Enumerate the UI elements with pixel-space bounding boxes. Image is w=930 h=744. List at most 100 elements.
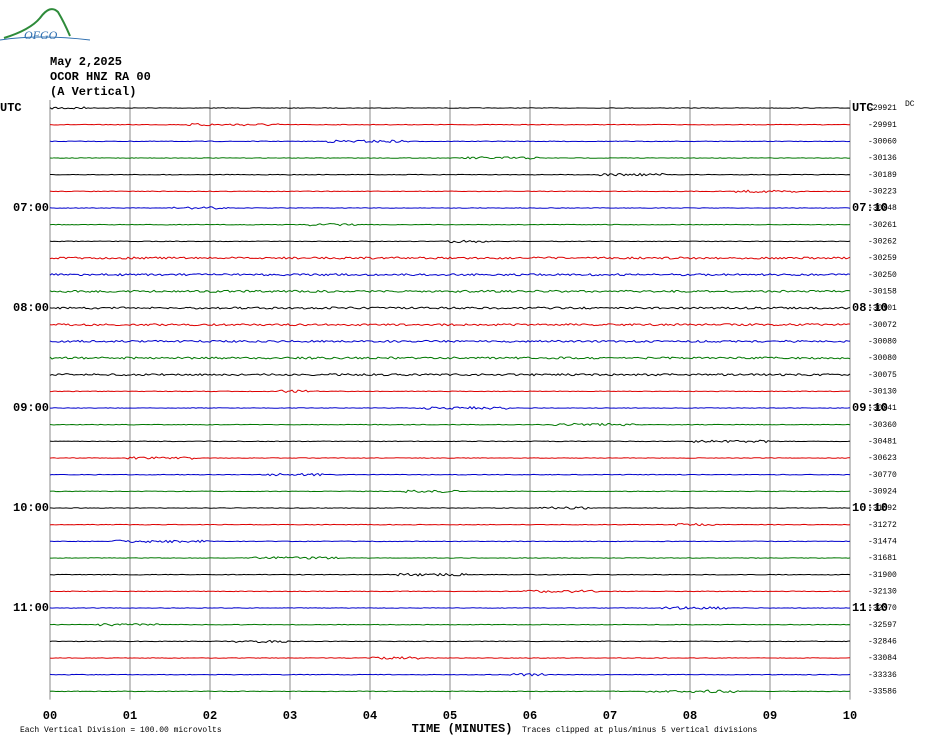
x-tick-label: 01: [123, 709, 137, 723]
station: OCOR HNZ RA 00: [50, 70, 151, 84]
trace-offset: -30080: [868, 354, 897, 363]
trace-offset: -29991: [868, 121, 897, 130]
trace: [49, 672, 851, 677]
left-time-label: 11:00: [13, 601, 49, 615]
trace-offset: -30241: [868, 404, 897, 413]
trace-offset: -30248: [868, 204, 897, 213]
left-time-label: 10:00: [13, 501, 49, 515]
trace-offset: -30360: [868, 421, 897, 430]
trace-offset: -29921: [868, 104, 897, 113]
logo: OFGO: [0, 8, 91, 42]
trace-offset: -30101: [868, 304, 897, 313]
trace-offset: -30262: [868, 237, 897, 246]
component: (A Vertical): [50, 85, 136, 99]
x-tick-label: 09: [763, 709, 777, 723]
trace-offset: -30770: [868, 471, 897, 480]
trace: [49, 639, 851, 644]
trace-offset: -30075: [868, 371, 897, 380]
trace: [49, 139, 851, 144]
trace-offset: -33084: [868, 654, 897, 663]
logo-mountain: [3, 8, 71, 39]
trace: [49, 689, 851, 694]
trace: [49, 522, 851, 527]
clip-note: Traces clipped at plus/minus 5 vertical …: [522, 726, 757, 735]
trace-offset: -31092: [868, 504, 897, 513]
left-time-label: UTC: [0, 101, 22, 115]
x-tick-label: 06: [523, 709, 537, 723]
trace: [49, 289, 851, 293]
trace-offset: -30481: [868, 437, 897, 446]
trace: [49, 122, 851, 127]
trace-offset: -30189: [868, 171, 897, 180]
trace: [49, 206, 851, 210]
trace: [49, 156, 851, 160]
right-time-label: 10:10: [852, 501, 888, 515]
trace: [49, 172, 851, 177]
trace-offset: -30623: [868, 454, 897, 463]
trace-offset: -32370: [868, 604, 897, 613]
trace-offset: -32846: [868, 637, 897, 646]
trace-offset: -30223: [868, 187, 897, 196]
trace-offset: -30158: [868, 287, 897, 296]
trace: [49, 506, 851, 510]
trace-offset: -33586: [868, 687, 897, 696]
trace-offset: -30130: [868, 387, 897, 396]
trace-offset: -30060: [868, 137, 897, 146]
trace-offset: -30072: [868, 321, 897, 330]
trace: [49, 572, 851, 577]
trace-offset: -32597: [868, 621, 897, 630]
trace: [49, 406, 851, 410]
right-time-label: UTC: [852, 101, 874, 115]
trace-offset: -30924: [868, 487, 897, 496]
trace: [49, 373, 851, 377]
right-time-label: 09:10: [852, 401, 888, 415]
trace: [49, 439, 851, 444]
x-axis-title: TIME (MINUTES): [412, 722, 513, 736]
left-time-label: 09:00: [13, 401, 49, 415]
trace: [49, 189, 851, 194]
trace-offset: -30080: [868, 337, 897, 346]
x-tick-label: 07: [603, 709, 617, 723]
date: May 2,2025: [50, 55, 122, 69]
trace-offset: -31474: [868, 537, 897, 546]
logo-wave: [0, 36, 91, 41]
trace: [49, 323, 851, 327]
trace: [49, 339, 851, 343]
trace-offset: -31272: [868, 521, 897, 530]
trace: [50, 556, 851, 560]
x-tick-label: 02: [203, 709, 217, 723]
x-tick-label: 03: [283, 709, 297, 723]
trace: [49, 256, 851, 260]
trace-offset: -30250: [868, 271, 897, 280]
dc-label: DC: [905, 100, 915, 109]
x-tick-label: 04: [363, 709, 377, 723]
left-time-label: 07:00: [13, 201, 49, 215]
trace: [49, 539, 851, 544]
right-time-label: 11:10: [852, 601, 888, 615]
trace: [49, 656, 851, 660]
trace-offset: -30136: [868, 154, 897, 163]
right-time-label: 07:10: [852, 201, 888, 215]
trace: [49, 422, 851, 427]
trace: [49, 356, 851, 360]
trace: [49, 623, 851, 627]
trace: [49, 606, 851, 610]
trace-offset: -32130: [868, 587, 897, 596]
x-tick-label: 05: [443, 709, 457, 723]
trace: [49, 273, 851, 277]
trace: [49, 589, 851, 594]
trace-offset: -30261: [868, 221, 897, 230]
trace: [49, 239, 851, 244]
trace: [49, 472, 851, 477]
scale-note: Each Vertical Division = 100.00 microvol…: [20, 726, 222, 735]
x-tick-label: 00: [43, 709, 57, 723]
trace: [49, 306, 851, 310]
trace-offset: -33336: [868, 671, 897, 680]
trace-offset: -30259: [868, 254, 897, 263]
trace: [49, 489, 851, 494]
logo-text: OFGO: [24, 28, 58, 42]
trace-offset: -31900: [868, 571, 897, 580]
left-time-label: 08:00: [13, 301, 49, 315]
